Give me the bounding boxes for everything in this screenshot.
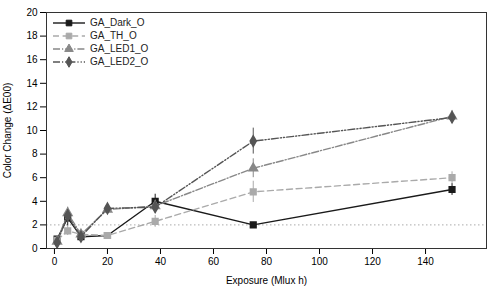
svg-text:140: 140: [417, 256, 434, 267]
svg-text:12: 12: [26, 101, 38, 112]
html-text:GA_LED2_O: GA_LED2_O: [90, 56, 149, 67]
svg-text:120: 120: [364, 256, 381, 267]
svg-text:14: 14: [26, 78, 38, 89]
svg-text:0: 0: [32, 243, 38, 254]
svg-text:6: 6: [32, 172, 38, 183]
svg-text:80: 80: [261, 256, 273, 267]
svg-text:100: 100: [311, 256, 328, 267]
svg-text:20: 20: [26, 7, 38, 18]
svg-text:60: 60: [208, 256, 220, 267]
svg-text:Exposure (Mlux h): Exposure (Mlux h): [226, 275, 307, 286]
svg-text:2: 2: [32, 219, 38, 230]
svg-text:18: 18: [26, 30, 38, 41]
svg-text:8: 8: [32, 148, 38, 159]
html-text:GA_Dark_O: GA_Dark_O: [90, 17, 145, 28]
svg-text:10: 10: [26, 125, 38, 136]
html-text:GA_LED1_O: GA_LED1_O: [90, 43, 149, 54]
svg-text:20: 20: [102, 256, 114, 267]
html-text:GA_TH_O: GA_TH_O: [90, 30, 137, 41]
svg-text:40: 40: [155, 256, 167, 267]
svg-text:0: 0: [52, 256, 58, 267]
svg-text:4: 4: [32, 196, 38, 207]
svg-text:16: 16: [26, 54, 38, 65]
svg-text:Color Change (ΔE00): Color Change (ΔE00): [2, 83, 13, 179]
